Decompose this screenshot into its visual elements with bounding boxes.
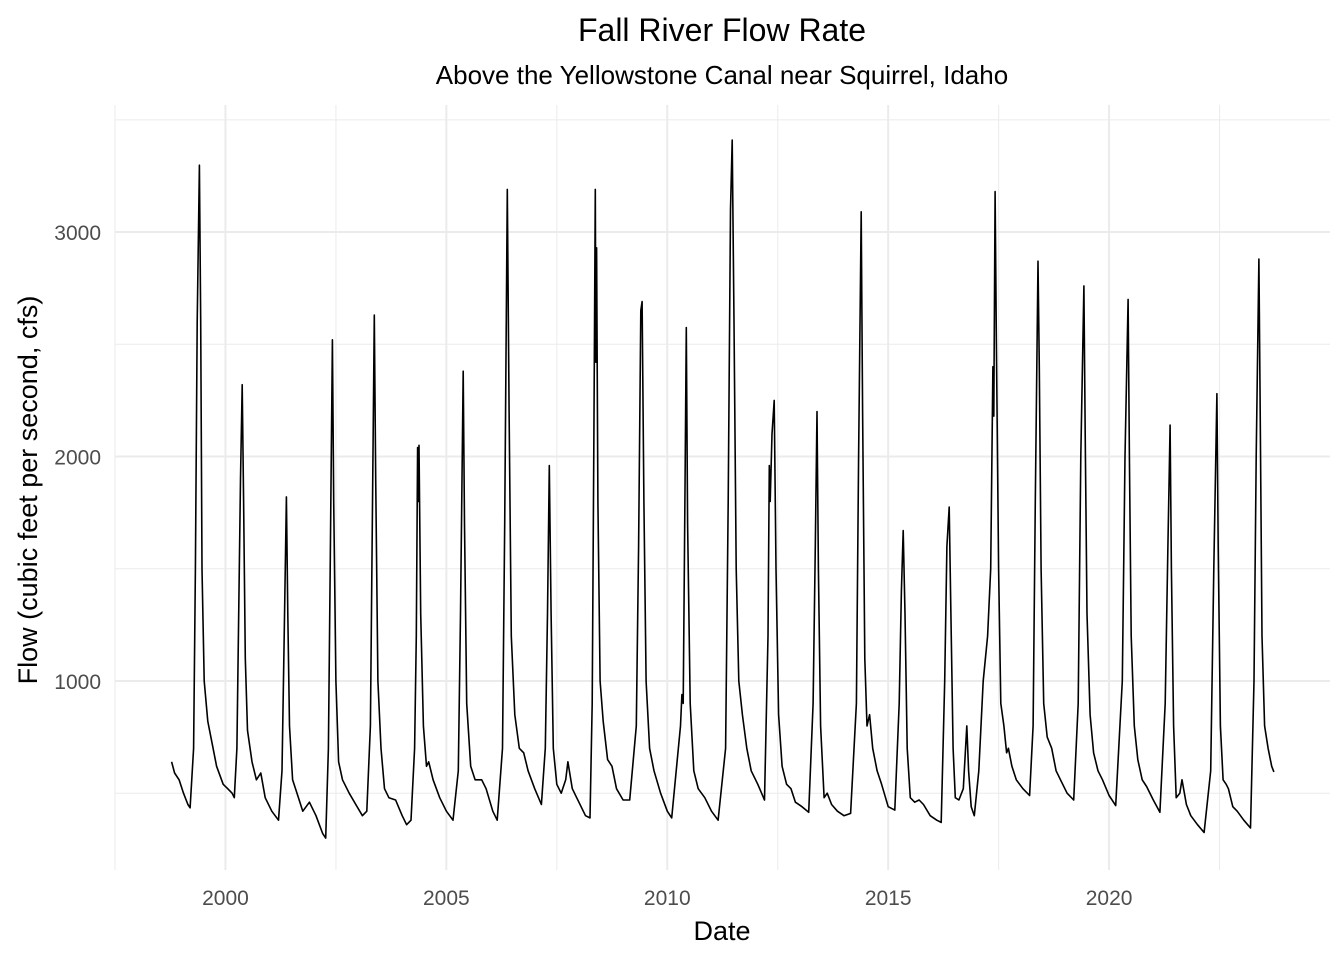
x-tick-label: 2000 (202, 887, 249, 910)
grid (114, 105, 1330, 870)
x-tick-label: 2005 (423, 887, 470, 910)
x-tick-label: 2020 (1086, 887, 1133, 910)
flow-line (170, 139, 1275, 839)
x-axis-label: Date (693, 916, 750, 946)
x-tick-label: 2015 (865, 887, 912, 910)
x-tick-label: 2010 (644, 887, 691, 910)
chart-subtitle: Above the Yellowstone Canal near Squirre… (436, 60, 1008, 90)
y-tick-label: 2000 (54, 447, 101, 470)
x-axis-ticks: 2000 2005 2010 2015 2020 (202, 887, 1132, 910)
y-axis-label: Flow (cubic feet per second, cfs) (13, 296, 43, 685)
y-tick-label: 1000 (54, 671, 101, 694)
y-axis-ticks: 1000 2000 3000 (54, 222, 101, 694)
y-tick-label: 3000 (54, 222, 101, 245)
chart-title: Fall River Flow Rate (578, 12, 866, 48)
